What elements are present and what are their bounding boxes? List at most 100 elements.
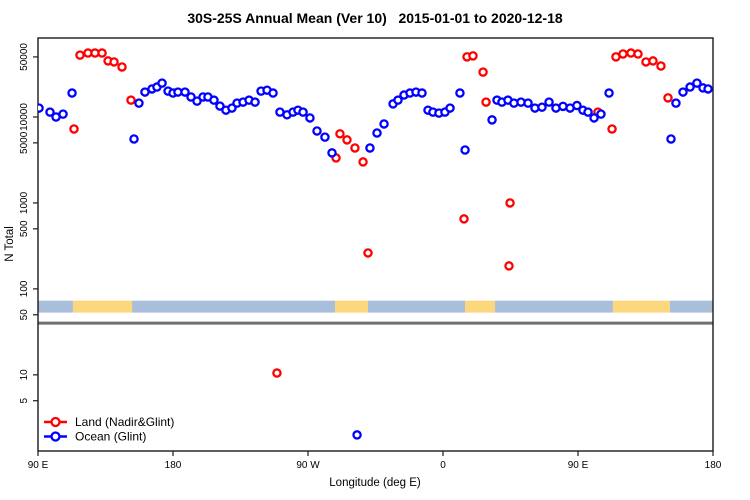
data-point-ocean — [685, 82, 695, 92]
x-tick-label: 0 — [440, 460, 446, 471]
surface-band-segment-land — [335, 300, 368, 313]
data-point-ocean — [192, 96, 202, 106]
data-point-ocean — [544, 97, 554, 107]
x-axis-title: Longitude (deg E) — [329, 477, 421, 489]
data-point-ocean — [589, 113, 599, 123]
data-point-ocean — [596, 109, 606, 119]
data-point-ocean — [393, 95, 403, 105]
surface-band-segment-land — [465, 300, 496, 313]
data-point-ocean — [209, 95, 219, 105]
data-point-ocean — [134, 98, 144, 108]
legend-circle-ocean-icon — [50, 431, 61, 442]
data-point-ocean — [365, 143, 375, 153]
data-point-ocean — [186, 92, 196, 102]
chart-title: 30S-25S Annual Mean (Ver 10) 2015-01-01 … — [187, 10, 563, 26]
data-point-land — [126, 95, 136, 105]
data-point-ocean — [215, 101, 225, 111]
data-point-land — [350, 143, 360, 153]
data-point-ocean — [180, 87, 190, 97]
data-point-land — [335, 129, 345, 139]
legend-item: Land (Nadir&Glint) — [44, 415, 174, 429]
data-point-ocean — [445, 103, 455, 113]
data-point-ocean — [692, 78, 702, 88]
data-point-ocean — [312, 126, 322, 136]
data-point-ocean — [352, 430, 362, 440]
data-point-ocean — [298, 107, 308, 117]
y-tick-label: 5000 — [19, 131, 30, 154]
data-point-ocean — [379, 119, 389, 129]
data-point-ocean — [583, 107, 593, 117]
data-point-land — [648, 56, 658, 66]
x-tick-label: 90 E — [28, 460, 49, 471]
data-point-land — [109, 57, 119, 67]
x-tick-label: 180 — [705, 460, 722, 471]
y-tick-label: 5 — [19, 397, 30, 403]
data-point-ocean — [268, 88, 278, 98]
y-tick-label: 50 — [19, 309, 30, 321]
data-point-land — [342, 135, 352, 145]
data-point-ocean — [67, 88, 77, 98]
data-point-land — [75, 50, 85, 60]
surface-band-segment-ocean — [669, 300, 713, 313]
data-point-ocean — [703, 84, 713, 94]
legend-label: Land (Nadir&Glint) — [75, 415, 174, 429]
surface-band-segment-ocean — [495, 300, 613, 313]
data-point-ocean — [327, 148, 337, 158]
surface-band-segment-land — [612, 300, 670, 313]
data-point-land — [478, 67, 488, 77]
data-point-land — [272, 368, 282, 378]
x-tick-label: 180 — [165, 460, 182, 471]
data-point-land — [607, 124, 617, 134]
surface-band-segment-ocean — [368, 300, 466, 313]
data-point-ocean — [671, 98, 681, 108]
surface-band-segment-ocean — [38, 300, 73, 313]
data-point-ocean — [487, 115, 497, 125]
data-point-ocean — [523, 98, 533, 108]
data-point-land — [663, 93, 673, 103]
plot-area: 90 E 180 90 W 0 90 E 180 5 10 50 100 500 1000 500010… — [19, 37, 722, 471]
data-point-land — [468, 51, 478, 61]
data-point-ocean — [678, 87, 688, 97]
data-point-ocean — [38, 103, 44, 113]
data-point-ocean — [45, 107, 55, 117]
data-point-land — [633, 49, 643, 59]
legend-item: Ocean (Glint) — [44, 430, 146, 444]
data-point-ocean — [129, 134, 139, 144]
data-point-ocean — [604, 88, 614, 98]
legend-circle-land-icon — [50, 416, 61, 428]
data-point-land — [358, 157, 368, 167]
data-point-ocean — [58, 109, 68, 119]
y-tick-label: 50000 — [19, 43, 30, 71]
data-point-land — [97, 48, 107, 58]
data-point-land — [69, 124, 79, 134]
series-land — [69, 48, 673, 378]
series-ocean — [38, 78, 713, 440]
data-point-ocean — [666, 134, 676, 144]
data-point-ocean — [250, 97, 260, 107]
y-tick-label: 500 — [19, 220, 30, 237]
data-point-ocean — [537, 102, 547, 112]
data-point-land — [618, 49, 628, 59]
data-point-ocean — [572, 100, 582, 111]
data-point-ocean — [460, 145, 470, 155]
y-tick-label: 1000 — [19, 191, 30, 214]
data-point-land — [505, 198, 515, 208]
data-point-land — [504, 261, 514, 271]
y-tick-label: 10 — [19, 369, 30, 381]
y-axis-title: N Total — [4, 226, 16, 262]
data-point-ocean — [417, 88, 427, 98]
data-point-land — [117, 62, 127, 72]
y-tick-label: 10000 — [19, 103, 30, 131]
x-tick-label: 90 E — [568, 460, 589, 471]
data-point-land — [656, 61, 666, 71]
plot-border — [37, 37, 714, 452]
data-point-ocean — [455, 88, 465, 98]
data-point-ocean — [320, 132, 330, 142]
data-point-ocean — [305, 113, 315, 123]
y-tick-label: 100 — [19, 280, 30, 297]
data-point-ocean — [372, 128, 382, 138]
x-tick-label: 90 W — [296, 460, 320, 471]
data-point-land — [481, 97, 491, 107]
